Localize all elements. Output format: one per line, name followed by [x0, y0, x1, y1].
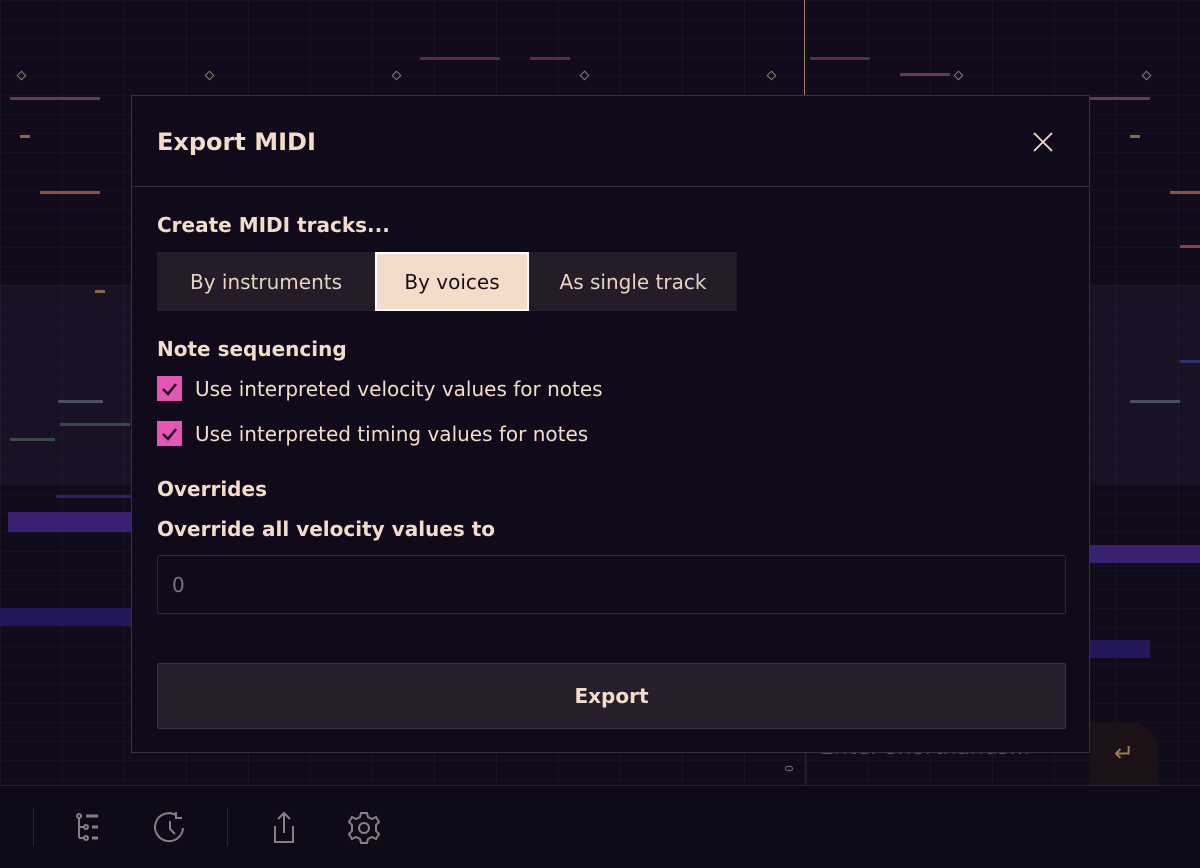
- note-bar: [20, 135, 30, 138]
- close-icon[interactable]: [1031, 130, 1055, 154]
- marker-diamond: [766, 70, 777, 81]
- dialog-title: Export MIDI: [157, 128, 316, 156]
- marker-diamond: [204, 70, 215, 81]
- playhead: [804, 0, 805, 100]
- note-bar: [8, 512, 133, 532]
- return-icon[interactable]: ↵: [1090, 722, 1158, 785]
- option-by-instruments[interactable]: By instruments: [189, 269, 343, 294]
- share-icon[interactable]: [264, 808, 304, 848]
- note-bar: [60, 423, 130, 426]
- sequencing-label: Note sequencing: [157, 337, 347, 361]
- override-velocity-input[interactable]: [157, 555, 1066, 614]
- tree-list-icon[interactable]: [70, 808, 110, 848]
- note-bar: [56, 495, 131, 498]
- note-bar: [1170, 191, 1200, 194]
- marker-diamond: [1141, 70, 1152, 81]
- note-bar: [530, 57, 570, 60]
- marker-diamond: [391, 70, 402, 81]
- overrides-label: Overrides: [157, 477, 267, 501]
- divider: [227, 808, 228, 846]
- note-bar: [1090, 640, 1150, 658]
- note-bar: [95, 290, 105, 293]
- timing-checkbox-label: Use interpreted timing values for notes: [195, 421, 589, 446]
- history-icon[interactable]: [150, 808, 190, 848]
- export-button[interactable]: Export: [157, 663, 1066, 729]
- track-mode-selector: By instruments By voices As single track: [157, 252, 737, 311]
- timing-checkbox[interactable]: [157, 421, 182, 446]
- option-by-voices[interactable]: By voices: [375, 252, 529, 311]
- axis-label: 0: [783, 765, 796, 772]
- divider: [33, 808, 34, 846]
- tracks-label: Create MIDI tracks...: [157, 213, 390, 237]
- note-bar: [10, 97, 100, 100]
- marker-diamond: [16, 70, 27, 81]
- note-bar: [0, 608, 135, 626]
- velocity-checkbox-label: Use interpreted velocity values for note…: [195, 376, 603, 401]
- note-bar: [1130, 400, 1180, 403]
- velocity-checkbox[interactable]: [157, 376, 182, 401]
- note-bar: [900, 73, 950, 76]
- note-bar: [10, 438, 55, 441]
- note-bar: [810, 57, 870, 60]
- note-bar: [1180, 360, 1200, 363]
- velocity-checkbox-row[interactable]: Use interpreted velocity values for note…: [157, 376, 603, 401]
- timing-checkbox-row[interactable]: Use interpreted timing values for notes: [157, 421, 588, 446]
- note-bar: [1090, 545, 1200, 563]
- note-bar: [40, 191, 100, 194]
- marker-diamond: [579, 70, 590, 81]
- note-bar: [1090, 97, 1150, 100]
- note-bar: [1180, 245, 1200, 248]
- marker-diamond: [953, 70, 964, 81]
- option-single-track[interactable]: As single track: [559, 269, 707, 294]
- note-bar: [1130, 135, 1140, 138]
- note-bar: [420, 57, 500, 60]
- gear-icon[interactable]: [344, 808, 384, 848]
- export-midi-dialog: Export MIDI Create MIDI tracks... By ins…: [131, 95, 1090, 753]
- note-bar: [58, 400, 103, 403]
- bottom-toolbar: [0, 785, 1200, 868]
- dialog-header: Export MIDI: [132, 96, 1089, 187]
- override-velocity-label: Override all velocity values to: [157, 517, 496, 541]
